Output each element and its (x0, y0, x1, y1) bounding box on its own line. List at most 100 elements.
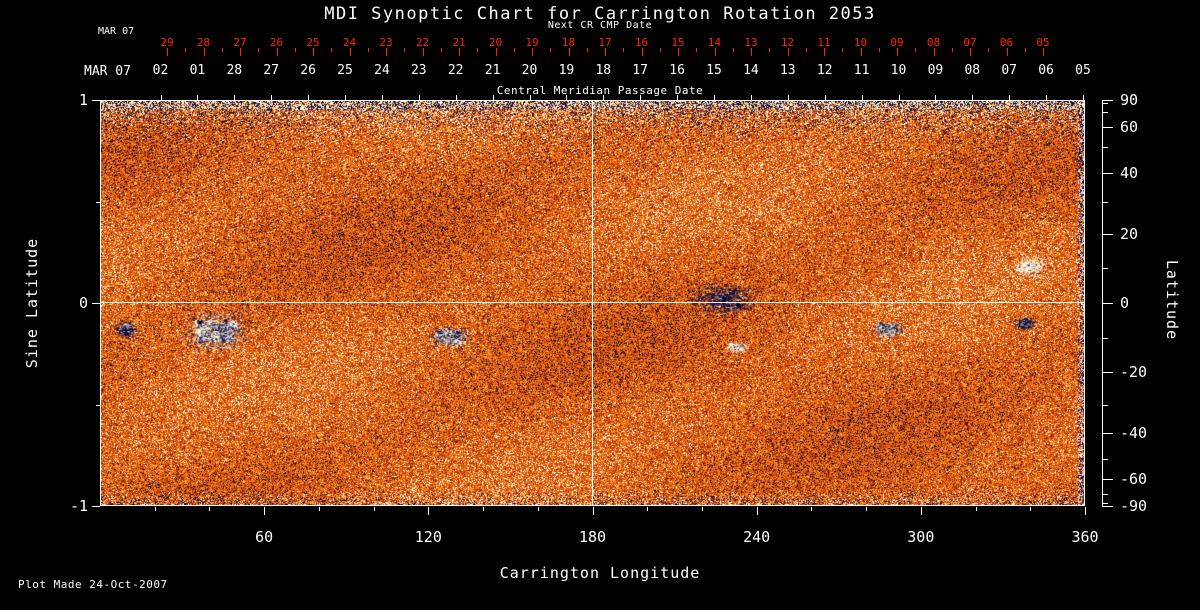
next-cr-tick-label: 19 (525, 36, 539, 49)
sine-latitude-axis-label: Sine Latitude (23, 237, 41, 369)
central-meridian-gridline (592, 101, 593, 505)
longitude-tick-mark (428, 507, 430, 515)
cmp-tick-label: 25 (337, 63, 353, 78)
cmp-tick-mark (197, 95, 199, 100)
longitude-minor-tick-mark (209, 507, 211, 511)
latitude-tick-mark (1102, 127, 1113, 129)
cmp-tick-mark (677, 95, 679, 100)
next-cr-tick-mark (532, 48, 533, 56)
cmp-tick-mark (824, 95, 826, 100)
sine-latitude-tick-mark (92, 303, 100, 304)
cmp-tick-mark (972, 95, 974, 100)
longitude-minor-tick-mark (975, 507, 977, 511)
next-cr-minor-tick-mark (367, 48, 369, 52)
cmp-month-label: MAR 07 (84, 64, 131, 79)
latitude-minor-tick-mark (1102, 112, 1108, 114)
next-cr-tick-mark (860, 48, 862, 56)
cmp-tick-mark (492, 95, 494, 100)
next-cr-tick-mark (1043, 48, 1044, 56)
next-cr-minor-tick-mark (258, 48, 260, 52)
cmp-tick-label: 17 (632, 63, 649, 78)
next-cr-tick-mark (459, 48, 460, 56)
next-cr-tick-mark (678, 48, 679, 56)
latitude-minor-tick-mark (1102, 493, 1108, 495)
longitude-minor-tick-mark (373, 507, 375, 511)
sine-latitude-tick-label: 0 (78, 294, 88, 312)
latitude-tick-label: -40 (1120, 424, 1148, 443)
cmp-tick-label: 11 (853, 63, 870, 78)
next-cr-minor-tick-mark (659, 48, 661, 52)
next-cr-minor-tick-mark (951, 48, 953, 52)
cmp-tick-label: 01 (189, 63, 206, 78)
latitude-minor-tick-mark (1102, 267, 1108, 269)
cmp-tick-mark (935, 95, 937, 100)
latitude-axis-label: Latitude (1163, 259, 1181, 341)
cmp-tick-mark (898, 95, 900, 100)
next-cr-tick-mark (897, 48, 898, 56)
next-cr-minor-tick-mark (842, 48, 844, 52)
longitude-tick-label: 360 (1071, 528, 1099, 546)
cmp-tick-mark (566, 95, 568, 100)
longitude-tick-mark (1085, 507, 1086, 515)
next-cr-tick-mark (422, 48, 424, 56)
cmp-tick-label: 13 (779, 63, 796, 78)
next-cr-tick-label: 24 (342, 36, 357, 49)
cmp-tick-label: 23 (410, 63, 427, 78)
next-cr-tick-label: 25 (306, 36, 320, 49)
next-cr-minor-tick-mark (221, 48, 223, 52)
next-cr-tick-label: 28 (196, 36, 211, 49)
next-cr-tick-mark (824, 48, 825, 56)
cmp-axis-label: Central Meridian Passage Date (496, 84, 704, 97)
next-cr-minor-tick-mark (294, 48, 296, 52)
next-cr-tick-label: 12 (780, 36, 795, 49)
cmp-tick-mark (234, 95, 236, 100)
next-cr-tick-mark (568, 48, 570, 56)
next-cr-minor-tick-mark (915, 48, 917, 52)
next-cr-tick-label: 06 (999, 36, 1014, 49)
longitude-minor-tick-mark (483, 507, 485, 511)
latitude-tick-label: -60 (1120, 469, 1148, 488)
longitude-minor-tick-mark (701, 507, 703, 511)
next-cr-tick-label: 18 (561, 36, 576, 49)
next-cr-tick-label: 23 (379, 36, 393, 49)
next-cr-tick-label: 05 (1036, 36, 1050, 49)
sine-latitude-tick-label: -1 (69, 497, 88, 515)
cmp-tick-label: 22 (447, 63, 464, 78)
longitude-minor-tick-mark (1030, 507, 1032, 511)
next-cr-tick-mark (203, 48, 205, 56)
cmp-tick-mark (418, 95, 420, 100)
longitude-tick-mark (264, 507, 266, 515)
next-cr-tick-mark (349, 48, 351, 56)
next-cr-tick-label: 27 (233, 36, 247, 49)
next-cr-minor-tick-mark (440, 48, 442, 52)
next-cr-axis-label: Next CR CMP Date (547, 20, 653, 31)
cmp-tick-label: 27 (263, 63, 280, 78)
next-cr-minor-tick-mark (331, 48, 333, 52)
next-cr-tick-label: 10 (853, 36, 868, 49)
cmp-tick-label: 16 (669, 63, 685, 78)
longitude-tick-label: 60 (255, 528, 274, 546)
cmp-tick-mark (1046, 95, 1048, 100)
latitude-tick-label: -90 (1120, 497, 1148, 515)
next-cr-minor-tick-mark (732, 48, 734, 52)
next-cr-month-label: MAR 07 (98, 26, 135, 37)
latitude-minor-tick-mark (1102, 404, 1108, 406)
next-cr-tick-mark (714, 48, 716, 56)
longitude-minor-tick-mark (647, 507, 649, 511)
next-cr-minor-tick-mark (1024, 48, 1026, 52)
next-cr-tick-mark (787, 48, 789, 56)
next-cr-tick-label: 20 (488, 36, 503, 49)
latitude-tick-mark (1102, 303, 1113, 304)
longitude-minor-tick-mark (537, 507, 539, 511)
next-cr-tick-mark (386, 48, 387, 56)
next-cr-tick-mark (933, 48, 935, 56)
cmp-tick-mark (787, 95, 789, 100)
latitude-tick-mark (1102, 506, 1113, 507)
next-cr-tick-mark (167, 48, 168, 56)
next-cr-minor-tick-mark (550, 48, 552, 52)
cmp-tick-label: 20 (521, 63, 538, 78)
cmp-tick-mark (271, 95, 273, 100)
cmp-tick-mark (345, 95, 346, 100)
cmp-tick-label: 12 (816, 63, 833, 78)
longitude-tick-label: 120 (414, 528, 442, 546)
